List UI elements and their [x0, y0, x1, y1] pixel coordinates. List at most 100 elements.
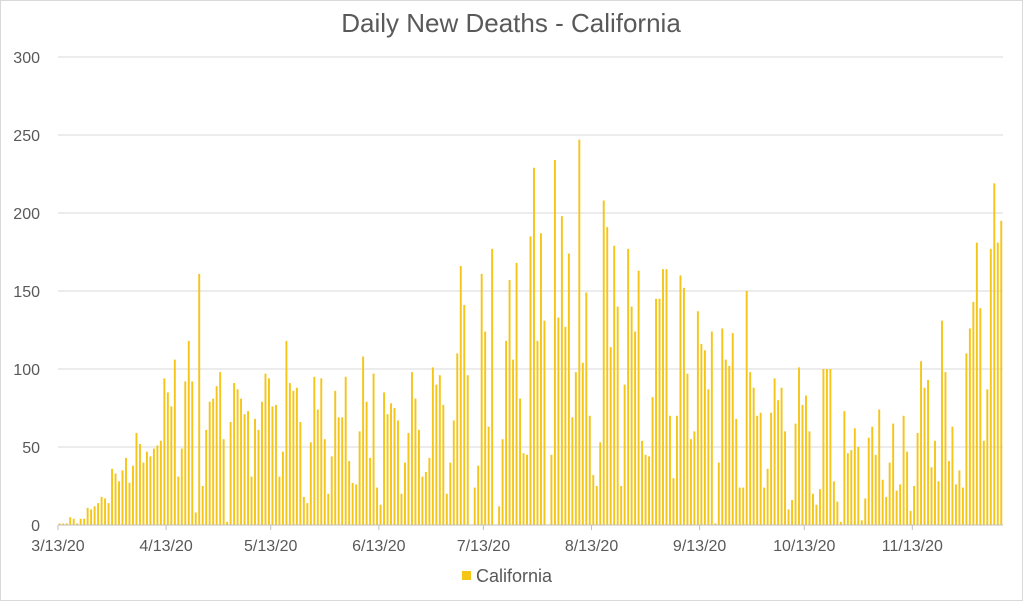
bar [337, 417, 340, 525]
bar [466, 375, 469, 525]
x-tick-label: 9/13/20 [673, 538, 726, 555]
bar [132, 465, 134, 525]
bar [351, 482, 354, 525]
x-tick-label: 6/13/20 [352, 538, 405, 555]
bar [954, 484, 957, 525]
bar [435, 384, 438, 525]
y-axis-ticks: 0 50 100 150 200 250 300 [13, 50, 40, 535]
bar [564, 326, 567, 525]
bar [811, 493, 814, 525]
bar [975, 242, 978, 525]
bar [233, 383, 236, 525]
y-tick-label: 250 [13, 128, 40, 145]
bar [899, 484, 902, 525]
bar [323, 439, 326, 525]
bar [159, 440, 162, 525]
bar [383, 392, 385, 525]
bar [710, 331, 713, 525]
bar [487, 426, 490, 525]
bar [240, 398, 243, 525]
bar [355, 484, 358, 525]
bar [376, 487, 379, 525]
bar [658, 298, 661, 525]
bar [550, 454, 553, 525]
bar [400, 493, 403, 525]
bar [592, 475, 595, 525]
bar [243, 414, 246, 525]
bar [205, 429, 208, 525]
bar [825, 369, 828, 525]
bar [86, 507, 89, 525]
bar [934, 440, 936, 525]
bar [271, 406, 274, 525]
bar [236, 389, 239, 525]
bar [309, 442, 312, 525]
bar [616, 306, 619, 525]
bar [759, 412, 762, 525]
bar [111, 468, 114, 525]
bar [721, 328, 724, 525]
bar [473, 487, 476, 525]
bar [641, 440, 644, 525]
bar [459, 266, 462, 525]
bar [445, 493, 448, 525]
bar [163, 378, 166, 525]
bar [442, 404, 445, 525]
bar [909, 510, 912, 525]
bar [766, 468, 769, 525]
bar [595, 486, 598, 525]
bar [829, 369, 832, 525]
bar [121, 470, 124, 525]
x-tick-label: 11/13/20 [882, 538, 943, 555]
bar [522, 453, 525, 525]
bar [379, 504, 382, 525]
bar [717, 462, 720, 525]
bar [696, 311, 699, 525]
bar [198, 273, 201, 525]
bar [428, 457, 431, 525]
bar [417, 429, 420, 525]
bar [927, 379, 929, 525]
bar [135, 432, 138, 525]
bar [512, 359, 515, 525]
y-tick-label: 100 [13, 362, 40, 379]
bar [961, 487, 964, 525]
bar [285, 340, 288, 525]
bar [107, 503, 110, 525]
bar [69, 517, 72, 525]
bar [477, 465, 480, 525]
bar [979, 308, 982, 525]
bar [128, 482, 131, 525]
bar [703, 350, 706, 525]
bar [344, 376, 347, 525]
bar [857, 447, 860, 525]
bar [700, 344, 703, 525]
bar [226, 521, 229, 525]
bar [763, 487, 766, 525]
bar [860, 520, 863, 525]
bar [644, 454, 647, 525]
bar [254, 418, 256, 525]
bar [832, 481, 835, 525]
bar [149, 456, 152, 525]
bar [850, 450, 853, 525]
bar [585, 292, 588, 525]
bar [791, 500, 793, 525]
bar [424, 471, 427, 525]
bar [672, 478, 675, 525]
bar [156, 445, 159, 525]
bar [714, 523, 717, 525]
bar [648, 456, 651, 525]
bar [505, 340, 508, 525]
bar [264, 373, 267, 525]
bar [543, 320, 546, 525]
bar [302, 496, 305, 525]
bar [662, 269, 664, 525]
bar [599, 442, 602, 525]
bar [365, 401, 368, 525]
bar [634, 331, 637, 525]
bar [180, 448, 183, 525]
bar [268, 378, 270, 525]
legend-swatch-california [462, 571, 471, 580]
bar [777, 400, 780, 525]
